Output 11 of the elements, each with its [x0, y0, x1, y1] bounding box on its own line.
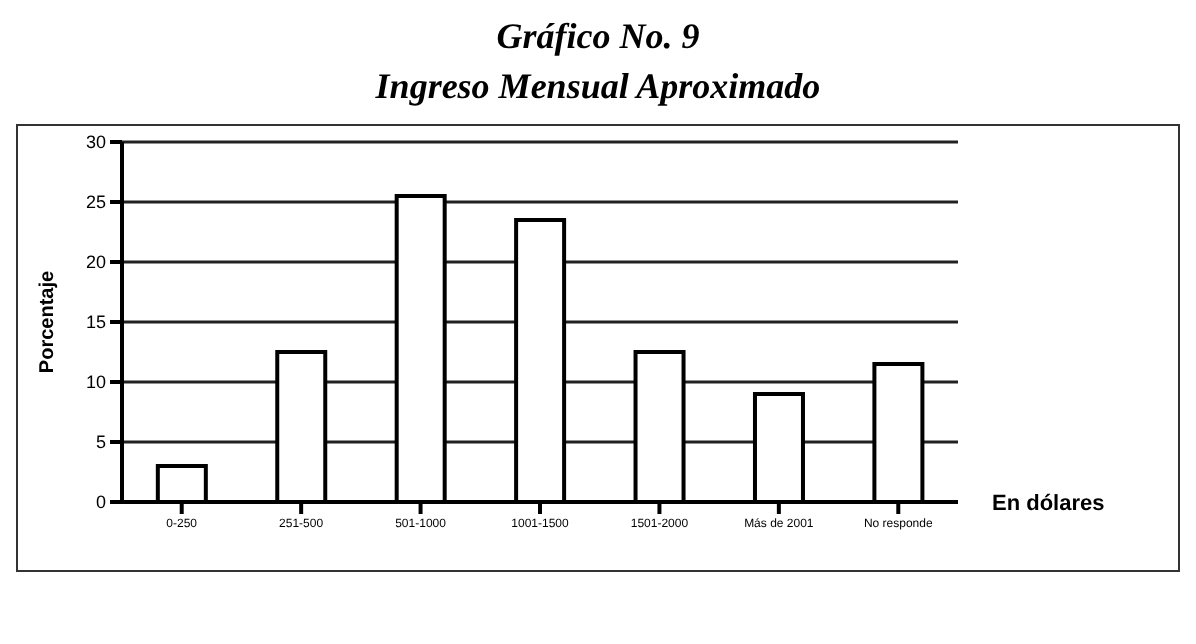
y-tick-label: 15 — [85, 312, 106, 333]
y-tick-label: 20 — [85, 252, 106, 273]
x-axis-title: En dólares — [992, 492, 1105, 516]
chart-subtitle: Ingreso Mensual Aproximado — [373, 66, 823, 108]
y-tick-label: 5 — [95, 432, 106, 453]
y-tick-label: 25 — [85, 192, 106, 213]
y-tick-label: 10 — [85, 372, 106, 393]
y-tick-label: 30 — [85, 132, 106, 153]
chart-title: Gráfico No. 9 — [494, 16, 702, 58]
y-axis-title: Porcentaje — [37, 270, 60, 374]
y-tick-label: 0 — [95, 492, 106, 513]
